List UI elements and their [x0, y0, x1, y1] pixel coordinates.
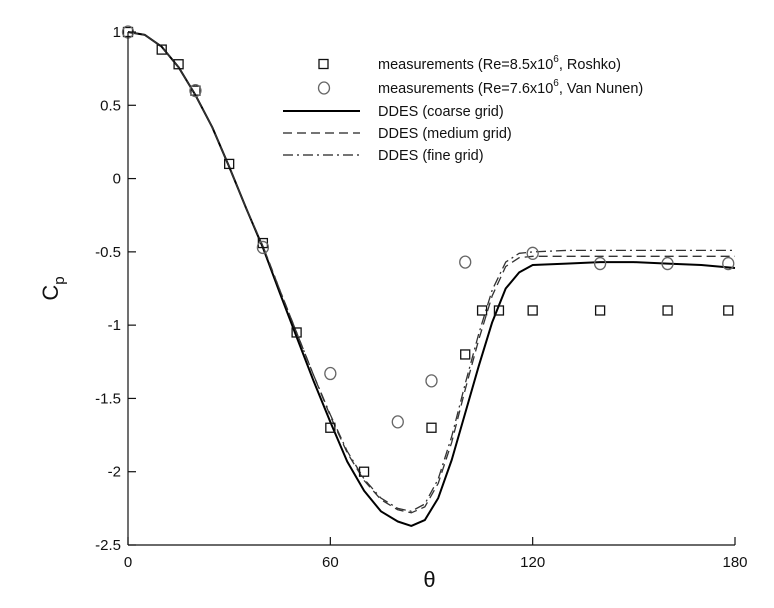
- x-tick-label: 180: [722, 554, 747, 571]
- data-point-circle: [722, 256, 735, 271]
- legend-label-coarse: DDES (coarse grid): [378, 104, 504, 120]
- legend-label-van-nunen-sup: 6: [553, 78, 559, 89]
- y-tick-label: 1: [113, 24, 121, 41]
- legend-label-roshko: measurements (Re=8.5x106, Roshko): [378, 54, 621, 73]
- legend-item-fine: DDES (fine grid): [283, 148, 484, 164]
- legend-label-van-nunen: measurements (Re=7.6x106, Van Nunen): [378, 78, 643, 97]
- data-point-square: [426, 422, 437, 433]
- data-point-square: [460, 349, 471, 360]
- data-point-square: [173, 59, 184, 70]
- y-tick-label: -2.5: [95, 537, 121, 554]
- y-tick-label: 0: [113, 171, 121, 188]
- legend-item-coarse: DDES (coarse grid): [283, 104, 504, 120]
- data-point-circle: [189, 83, 202, 98]
- data-point-circle: [593, 256, 607, 271]
- data-point-square: [190, 85, 201, 96]
- y-tick-label: -1.5: [95, 390, 121, 407]
- ticks: 0 60 120 180 1 0.5 0 -0.5 -1 -1.5 -2 -2.5: [95, 24, 747, 571]
- legend-label-roshko-tail: , Roshko): [559, 57, 621, 73]
- data-point-square: [493, 305, 505, 316]
- data-point-square: [723, 305, 734, 316]
- legend-label-roshko-sup: 6: [553, 54, 559, 65]
- x-axis-title: θ: [423, 567, 435, 592]
- data-point-square: [358, 466, 370, 477]
- x-tick-label: 120: [520, 554, 545, 571]
- y-tick-label: 0.5: [100, 97, 121, 114]
- series-layer: [121, 25, 736, 527]
- legend-label-medium: DDES (medium grid): [378, 126, 512, 142]
- y-tick-label: -1: [108, 317, 121, 334]
- legend-item-medium: DDES (medium grid): [283, 126, 512, 142]
- data-point-circle: [526, 246, 539, 260]
- data-point-square: [291, 327, 302, 338]
- data-point-square: [662, 305, 673, 316]
- data-point-square: [594, 305, 606, 316]
- legend-marker-square: [318, 58, 329, 70]
- y-tick-label: -2: [108, 464, 121, 481]
- legend-label-fine: DDES (fine grid): [378, 148, 484, 164]
- data-point-circle: [661, 256, 674, 271]
- data-point-circle: [391, 415, 404, 429]
- legend-marker-circle: [317, 81, 331, 95]
- x-tick-label: 0: [124, 554, 132, 571]
- y-tick-label: -0.5: [95, 244, 121, 261]
- data-point-circle: [459, 255, 472, 269]
- legend-label-van-nunen-main: measurements (Re=7.6x10: [378, 81, 553, 97]
- data-point-circle: [256, 240, 270, 255]
- x-tick-label: 60: [322, 554, 339, 571]
- legend-label-van-nunen-tail: , Van Nunen): [559, 81, 643, 97]
- legend-item-van-nunen: measurements (Re=7.6x106, Van Nunen): [317, 78, 643, 97]
- legend: measurements (Re=8.5x106, Roshko) measur…: [283, 54, 643, 164]
- series-line-dashdot: [127, 31, 735, 512]
- data-point-circle: [324, 366, 337, 381]
- data-point-square: [325, 422, 336, 433]
- y-axis-title-sub: p: [51, 276, 68, 284]
- axes: [127, 32, 735, 546]
- y-axis-title: Cp: [38, 276, 68, 300]
- data-point-square: [156, 44, 167, 55]
- data-point-square: [476, 305, 488, 316]
- data-point-square: [224, 158, 235, 170]
- data-point-circle: [425, 374, 438, 388]
- legend-item-roshko: measurements (Re=8.5x106, Roshko): [318, 54, 621, 73]
- y-axis-title-main: C: [38, 285, 63, 301]
- data-point-square: [527, 305, 538, 316]
- legend-label-roshko-main: measurements (Re=8.5x10: [378, 57, 553, 73]
